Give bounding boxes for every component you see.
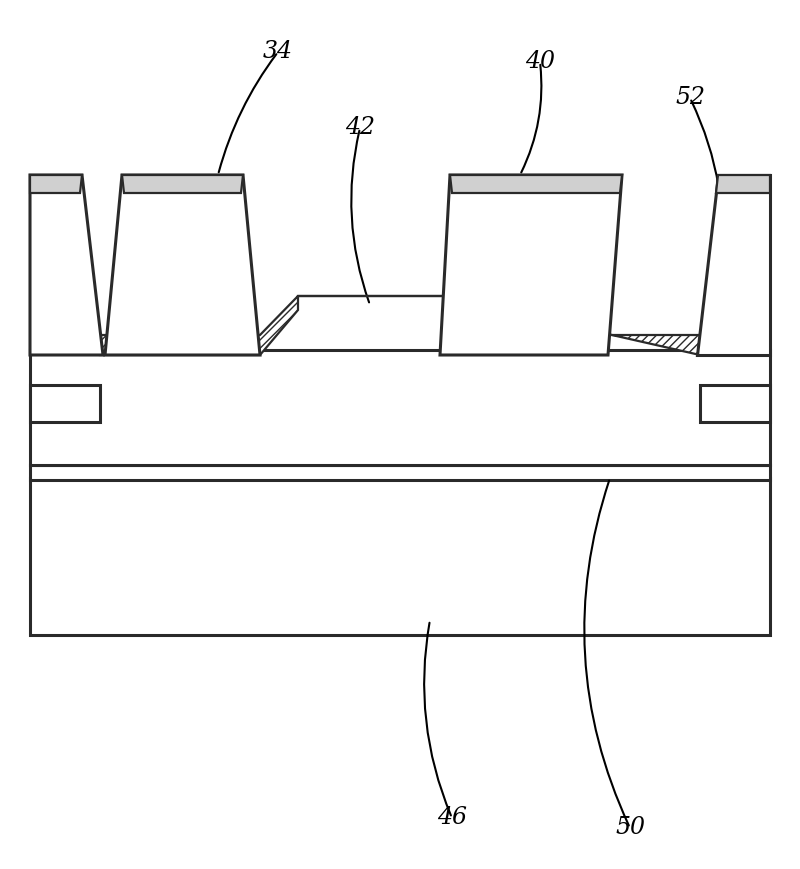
Text: 40: 40 xyxy=(525,50,555,74)
Polygon shape xyxy=(30,175,82,193)
Text: 34: 34 xyxy=(263,41,293,63)
Polygon shape xyxy=(100,296,700,355)
Polygon shape xyxy=(716,175,770,193)
Text: 50: 50 xyxy=(615,817,645,839)
Polygon shape xyxy=(440,175,622,355)
Polygon shape xyxy=(30,478,770,635)
Text: 52: 52 xyxy=(675,87,705,109)
Polygon shape xyxy=(30,175,103,355)
Polygon shape xyxy=(105,175,260,355)
Polygon shape xyxy=(122,175,243,193)
Polygon shape xyxy=(700,385,770,422)
Polygon shape xyxy=(30,350,770,465)
Polygon shape xyxy=(30,385,100,422)
Polygon shape xyxy=(30,465,770,480)
Polygon shape xyxy=(697,175,770,355)
Text: 46: 46 xyxy=(437,806,467,830)
Text: 42: 42 xyxy=(345,116,375,140)
Polygon shape xyxy=(450,175,622,193)
